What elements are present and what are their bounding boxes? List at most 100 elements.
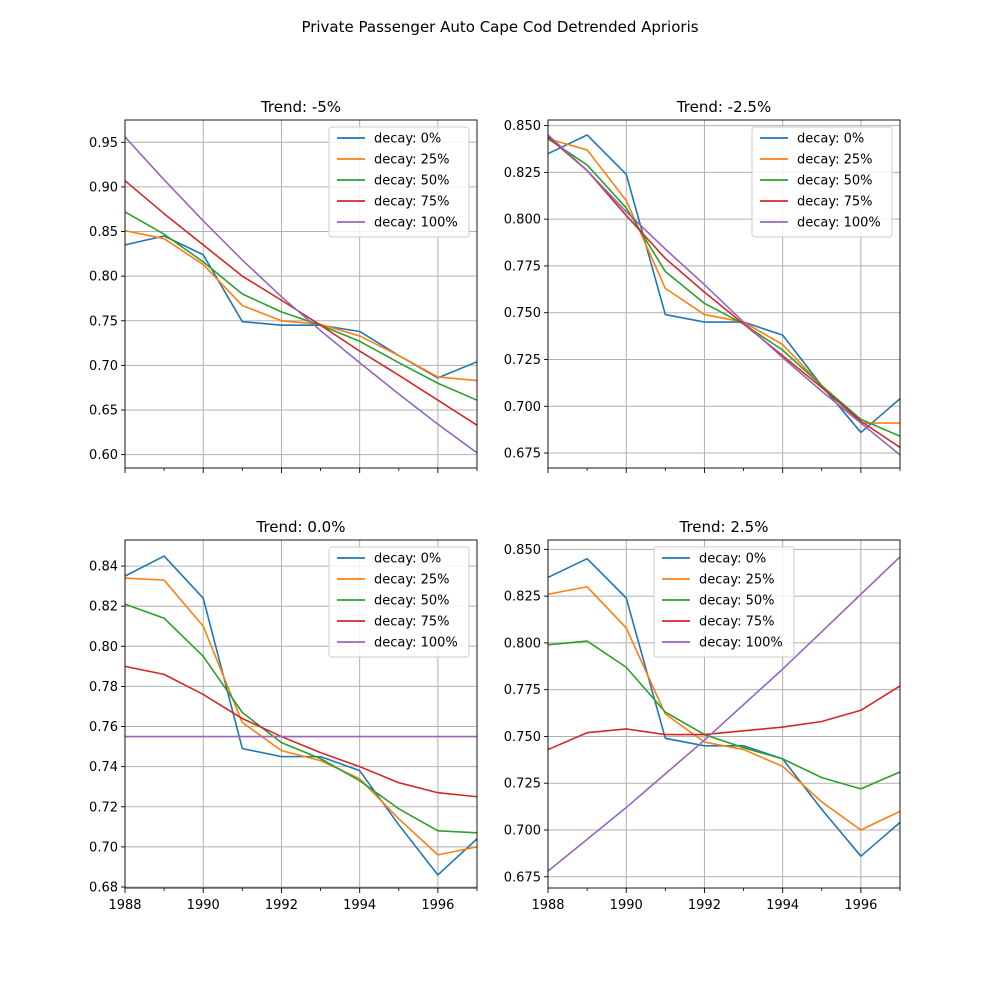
y-tick-label: 0.850: [504, 119, 541, 134]
subplot-title: Trend: -2.5%: [676, 98, 771, 116]
legend: decay: 0% decay: 25% decay: 50% decay: 75% d…: [751, 126, 893, 238]
y-tick-label: 0.75: [89, 314, 118, 329]
legend-label: decay: 100%: [699, 636, 783, 651]
subplot-3: 0.68 0.70 0.72 0.74 0.76 0.78 0.80 0.82 0.84 1988…: [89, 518, 478, 913]
legend-label: decay: 0%: [374, 132, 441, 147]
legend-label: decay: 75%: [797, 195, 873, 210]
y-tick-label: 0.65: [89, 404, 118, 419]
legend-label: decay: 0%: [699, 552, 766, 567]
y-tick-label: 0.84: [89, 560, 118, 575]
x-tick-label: 1988: [531, 898, 564, 913]
series-line-3: [547, 136, 901, 449]
x-tick-label: 1988: [108, 898, 141, 913]
x-tick-label: 1992: [265, 898, 298, 913]
legend-label: decay: 75%: [374, 195, 450, 210]
legend-label: decay: 50%: [699, 594, 775, 609]
axes-frame: [124, 539, 478, 889]
y-tick-label: 0.68: [89, 880, 118, 895]
y-tick-label: 0.78: [89, 680, 118, 695]
legend-label: decay: 100%: [797, 216, 881, 231]
legend-label: decay: 50%: [374, 174, 450, 189]
x-tick-label: 1990: [610, 898, 643, 913]
y-tick-label: 0.70: [89, 840, 118, 855]
legend: decay: 0% decay: 25% decay: 50% decay: 75% d…: [328, 126, 470, 238]
y-tick-label: 0.82: [89, 600, 118, 615]
legend-label: decay: 25%: [797, 153, 873, 168]
series-line-2: [547, 138, 901, 437]
series-line-2: [124, 211, 478, 401]
series-line-2: [547, 640, 901, 790]
x-tick-label: 1996: [844, 898, 877, 913]
legend-label: decay: 75%: [374, 615, 450, 630]
y-tick-label: 0.825: [504, 166, 541, 181]
series-line-1: [547, 585, 901, 831]
y-tick-label: 0.74: [89, 760, 118, 775]
y-tick-label: 0.825: [504, 590, 541, 605]
series-line-4: [124, 136, 478, 454]
y-tick-label: 0.750: [504, 730, 541, 745]
legend-box: [328, 546, 470, 658]
y-tick-label: 0.800: [504, 213, 541, 228]
series-line-0: [547, 134, 901, 434]
y-tick-label: 0.85: [89, 225, 118, 240]
series-group: [547, 134, 901, 456]
y-tick-label: 0.70: [89, 359, 118, 374]
legend: decay: 0% decay: 25% decay: 50% decay: 75% d…: [653, 546, 795, 658]
series-line-3: [547, 685, 901, 751]
legend-label: decay: 100%: [374, 216, 458, 231]
series-group: [124, 555, 478, 876]
y-tick-label: 0.90: [89, 180, 118, 195]
x-tick-label: 1992: [688, 898, 721, 913]
series-line-4: [547, 134, 901, 456]
axes-frame: [547, 539, 901, 889]
subplot-4: 0.675 0.700 0.725 0.750 0.775 0.800 0.825 0.850…: [504, 518, 901, 913]
series-line-0: [124, 555, 478, 876]
y-tick-label: 0.775: [504, 259, 541, 274]
legend-box: [328, 126, 470, 238]
y-tick-label: 0.76: [89, 720, 118, 735]
y-tick-label: 0.675: [504, 870, 541, 885]
series-line-3: [124, 665, 478, 798]
subplots-container: 0.60 0.65 0.70 0.75 0.80 0.85 0.90 0.95 Trend: -…: [89, 98, 901, 913]
legend-label: decay: 0%: [374, 552, 441, 567]
x-tick-label: 1990: [187, 898, 220, 913]
y-tick-label: 0.750: [504, 306, 541, 321]
figure-title: Private Passenger Auto Cape Cod Detrende…: [301, 18, 698, 36]
y-tick-label: 0.60: [89, 448, 118, 463]
series-line-1: [124, 577, 478, 856]
legend-box: [653, 546, 795, 658]
y-tick-label: 0.700: [504, 400, 541, 415]
legend-label: decay: 25%: [374, 573, 450, 588]
axes-frame: [124, 119, 478, 469]
subplot-2: 0.675 0.700 0.725 0.750 0.775 0.800 0.825 0.850…: [504, 98, 901, 473]
subplot-title: Trend: 0.0%: [256, 518, 346, 536]
x-tick-label: 1996: [421, 898, 454, 913]
legend-box: [751, 126, 893, 238]
x-tick-label: 1994: [343, 898, 376, 913]
series-group: [124, 136, 478, 454]
series-line-4: [547, 556, 901, 872]
series-line-2: [124, 603, 478, 834]
legend-label: decay: 75%: [699, 615, 775, 630]
y-tick-label: 0.800: [504, 636, 541, 651]
legend-label: decay: 25%: [374, 153, 450, 168]
legend-label: decay: 50%: [374, 594, 450, 609]
legend-label: decay: 100%: [374, 636, 458, 651]
subplot-1: 0.60 0.65 0.70 0.75 0.80 0.85 0.90 0.95 Trend: -…: [89, 98, 478, 473]
y-tick-label: 0.725: [504, 777, 541, 792]
axes-frame: [547, 119, 901, 469]
y-tick-label: 0.72: [89, 800, 118, 815]
series-line-1: [124, 229, 478, 382]
y-tick-label: 0.95: [89, 136, 118, 151]
legend-label: decay: 0%: [797, 132, 864, 147]
subplot-title: Trend: -5%: [260, 98, 341, 116]
legend-label: decay: 25%: [699, 573, 775, 588]
y-tick-label: 0.700: [504, 824, 541, 839]
y-tick-label: 0.675: [504, 447, 541, 462]
y-tick-label: 0.775: [504, 683, 541, 698]
legend-label: decay: 50%: [797, 174, 873, 189]
series-group: [547, 556, 901, 872]
y-tick-label: 0.80: [89, 640, 118, 655]
x-tick-label: 1994: [766, 898, 799, 913]
